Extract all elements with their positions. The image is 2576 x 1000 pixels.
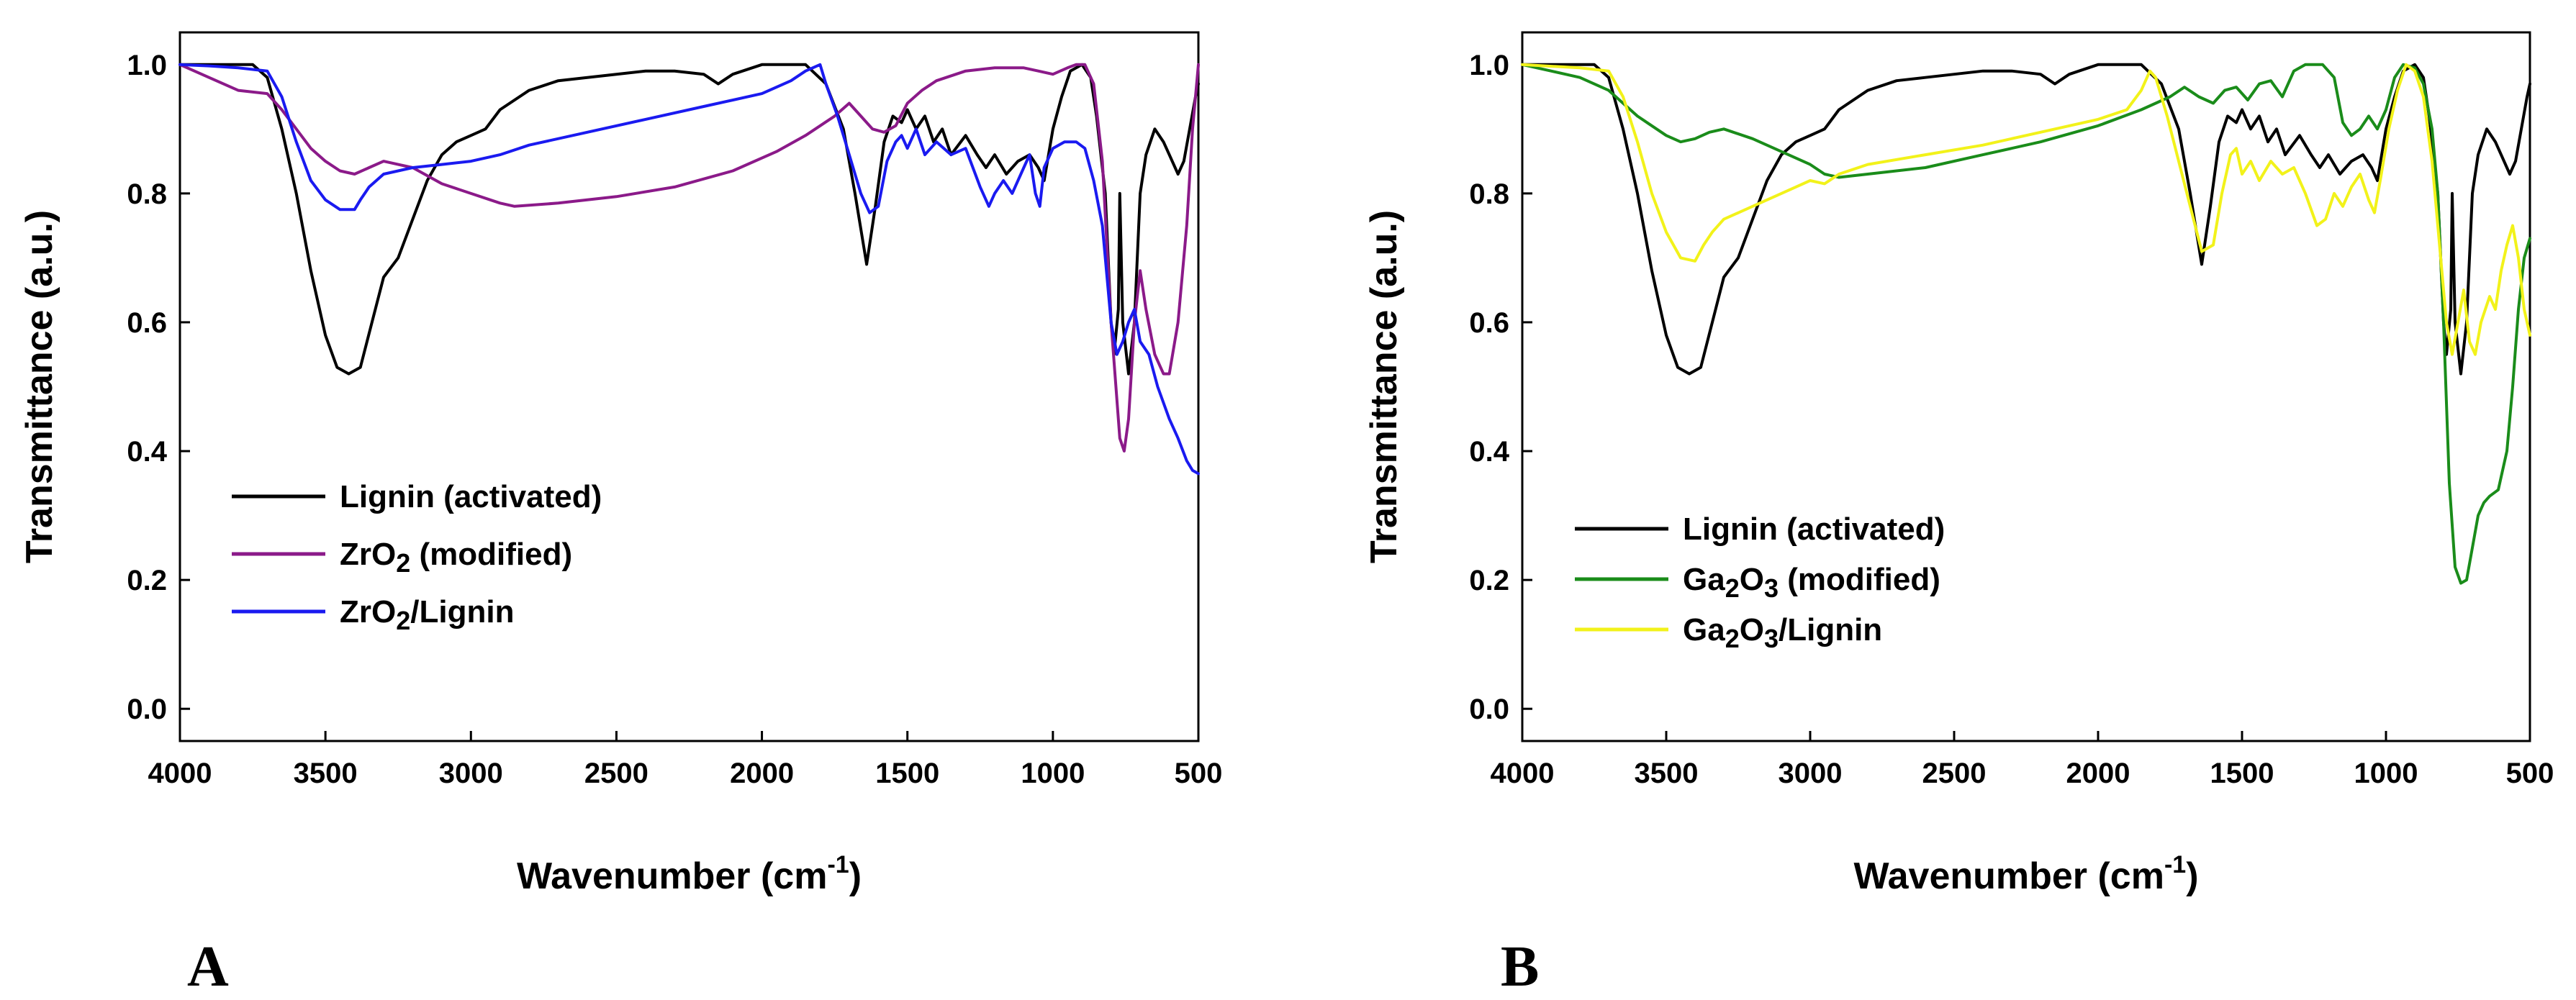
y-tick-label: 0.2 — [127, 565, 167, 596]
x-tick-label: 500 — [2506, 758, 2554, 789]
x-tick-label: 2000 — [730, 758, 794, 789]
y-tick-label: 0.8 — [127, 178, 167, 210]
x-tick-label: 500 — [1175, 758, 1223, 789]
legend: Lignin (activated) Ga2O3 (modified) Ga2O3/… — [1575, 512, 1945, 653]
legend-label: Ga2O3/Lignin — [1683, 612, 1882, 653]
panel-letter: B — [1501, 935, 1539, 999]
y-tick-label: 0.0 — [127, 694, 167, 725]
series-line-1 — [178, 63, 1200, 376]
x-axis-title: Wavenumber (cm-1) — [517, 851, 862, 897]
y-tick-label: 0.4 — [1469, 436, 1509, 468]
y-axis-title: Transmittance (a.u.) — [1363, 210, 1405, 563]
x-tick-label: 3500 — [294, 758, 358, 789]
x-tick-label: 3500 — [1635, 758, 1699, 789]
legend-label: Lignin (activated) — [1683, 512, 1945, 547]
y-tick-label: 0.0 — [1469, 694, 1509, 725]
y-tick-label: 0.4 — [127, 436, 167, 468]
chart-panel-a: 0.0 0.2 0.4 0.6 0.8 1.0 4000 3500 3000 2500 2000 15… — [19, 31, 1223, 999]
x-tick-label: 2500 — [1922, 758, 1987, 789]
x-tick-label: 1500 — [2210, 758, 2274, 789]
legend-label: ZrO2/Lignin — [340, 594, 514, 635]
chart-panel-b: 0.0 0.2 0.4 0.6 0.8 1.0 4000 3500 3000 2500 2000 15… — [1363, 31, 2554, 999]
x-tick-label: 1500 — [875, 758, 939, 789]
legend-label: ZrO2 (modified) — [340, 537, 572, 578]
plot-frame — [178, 31, 1200, 742]
series-line-3 — [1521, 63, 2531, 356]
y-tick-label: 0.2 — [1469, 565, 1509, 596]
plot-frame — [1521, 31, 2531, 742]
x-tick-label: 4000 — [1491, 758, 1555, 789]
x-tick-label: 3000 — [1779, 758, 1843, 789]
x-tick-label: 1000 — [1021, 758, 1085, 789]
series-line-2 — [1521, 63, 2531, 585]
panel-letter: A — [187, 935, 229, 999]
y-tick-label: 1.0 — [127, 50, 167, 81]
y-tick-label: 0.8 — [1469, 178, 1509, 210]
x-tick-label: 2500 — [584, 758, 648, 789]
x-tick-label: 3000 — [439, 758, 503, 789]
x-tick-label: 2000 — [2066, 758, 2130, 789]
x-tick-label: 1000 — [2354, 758, 2418, 789]
y-tick-label: 0.6 — [127, 307, 167, 339]
series-line-2 — [178, 63, 1200, 453]
series-line-1 — [1521, 63, 2531, 376]
legend-label: Lignin (activated) — [340, 479, 602, 514]
x-tick-label: 4000 — [148, 758, 212, 789]
legend-label: Ga2O3 (modified) — [1683, 562, 1940, 603]
series-line-3 — [178, 63, 1200, 476]
legend: Lignin (activated) ZrO2 (modified) ZrO2/Li… — [232, 479, 602, 635]
y-tick-label: 1.0 — [1469, 50, 1509, 81]
x-axis-title: Wavenumber (cm-1) — [1853, 851, 2198, 897]
y-tick-label: 0.6 — [1469, 307, 1509, 339]
y-axis-title: Transmittance (a.u.) — [19, 210, 60, 563]
